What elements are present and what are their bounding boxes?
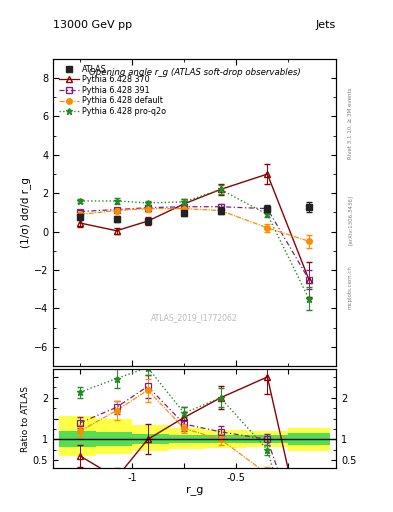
Text: Opening angle r_g (ATLAS soft-drop observables): Opening angle r_g (ATLAS soft-drop obser…: [89, 68, 300, 77]
Y-axis label: (1/σ) dσ/d r_g: (1/σ) dσ/d r_g: [20, 177, 31, 248]
Text: ATLAS_2019_I1772062: ATLAS_2019_I1772062: [151, 313, 238, 322]
Y-axis label: Ratio to ATLAS: Ratio to ATLAS: [21, 386, 30, 452]
Text: Rivet 3.1.10, ≥ 3M events: Rivet 3.1.10, ≥ 3M events: [348, 87, 353, 159]
Text: mcplots.cern.ch: mcplots.cern.ch: [348, 265, 353, 309]
Text: [arXiv:1306.3436]: [arXiv:1306.3436]: [348, 195, 353, 245]
X-axis label: r_g: r_g: [186, 486, 203, 496]
Text: Jets: Jets: [316, 20, 336, 31]
Legend: ATLAS, Pythia 6.428 370, Pythia 6.428 391, Pythia 6.428 default, Pythia 6.428 pr: ATLAS, Pythia 6.428 370, Pythia 6.428 39…: [57, 63, 168, 118]
Text: 13000 GeV pp: 13000 GeV pp: [53, 20, 132, 31]
